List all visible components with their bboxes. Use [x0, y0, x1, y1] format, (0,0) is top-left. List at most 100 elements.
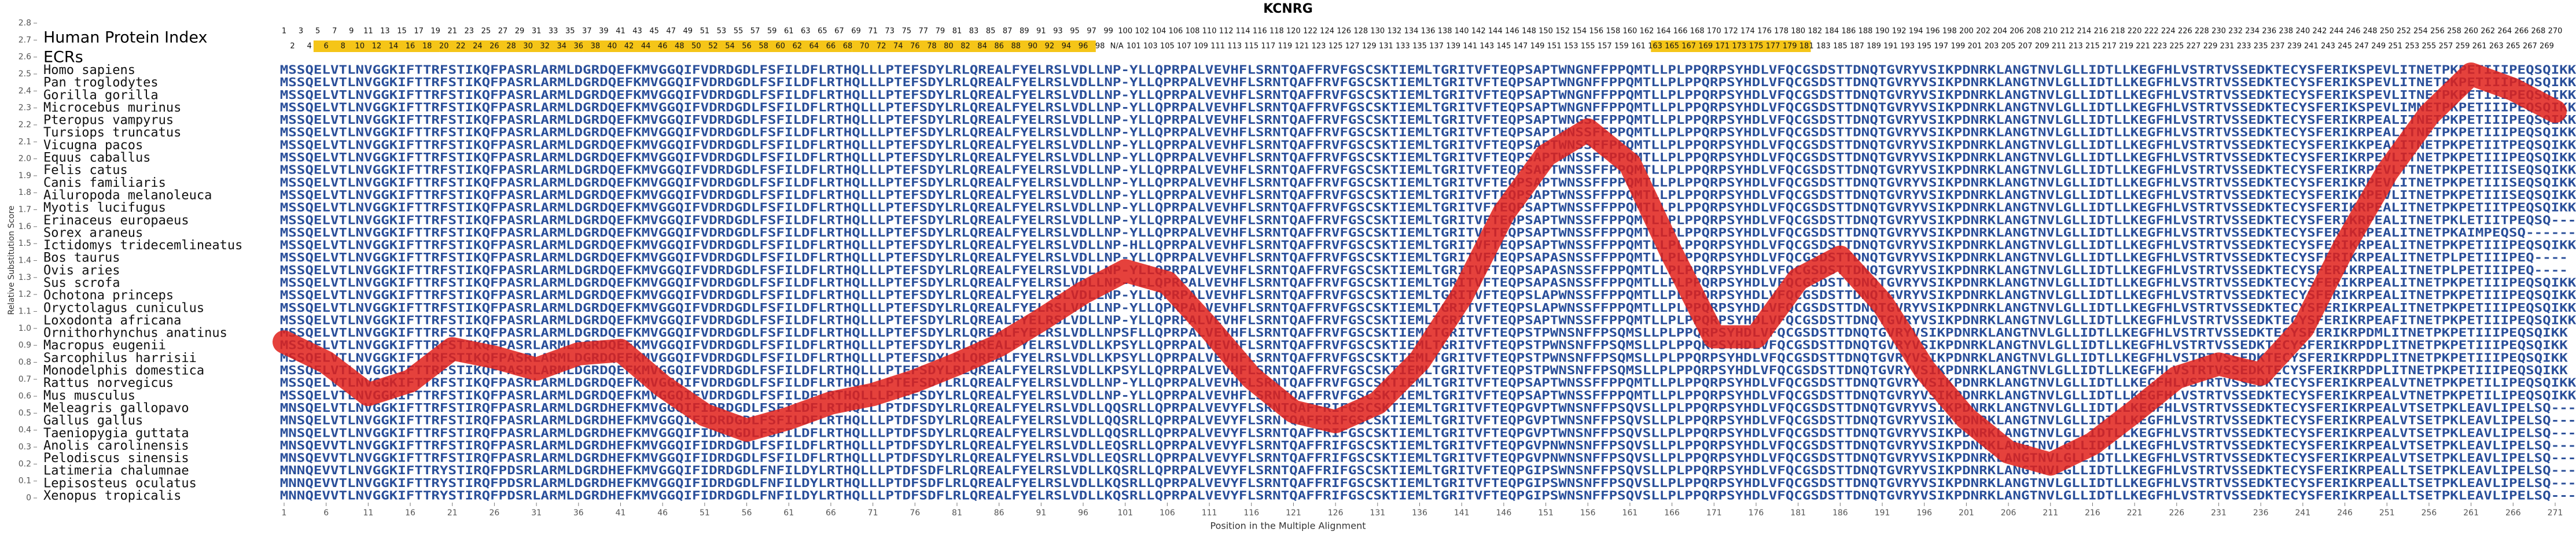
sequence: MNSQEVVTLNVGGKIFTTRFSTIRQFPASRLARMLDGRDH… [280, 438, 2576, 452]
y-tick-label: 0.9 [19, 341, 31, 350]
species-label: Pan troglodytes [43, 76, 159, 90]
y-tick-label: 1.9 [19, 171, 31, 180]
ecr-region [583, 40, 852, 52]
x-tick-label: 66 [826, 508, 836, 518]
index-number: 71 [868, 27, 878, 36]
index-number: 174 [1740, 27, 1755, 36]
index-number: 16 [406, 42, 415, 51]
index-number: 187 [1850, 42, 1864, 51]
index-number: 122 [1303, 27, 1318, 36]
index-number: 244 [2330, 27, 2344, 36]
index-number: 223 [2152, 42, 2167, 51]
y-tick-label: 2.3 [19, 104, 31, 113]
index-number: 207 [2018, 42, 2033, 51]
index-number: 30 [523, 42, 533, 51]
index-number: 139 [1446, 42, 1460, 51]
sequence: MNNQEVVTLNVGGKIFTTRYSTIRQFPDSRLARMLDGRDH… [280, 476, 2576, 490]
index-number: 111 [1210, 42, 1225, 51]
index-number: 11 [363, 27, 373, 36]
sequence: MSSQELVTLNVGGKIFTTRFSTIKQFPASRLARMLDGRDQ… [280, 213, 2576, 227]
index-number: 171 [1715, 42, 1729, 51]
sequence: MSSQELVTLNVGGKIFTTRFSTIKQFPASRLARMLDGRDQ… [280, 113, 2576, 127]
x-tick-label: 261 [2463, 508, 2479, 518]
index-number: 176 [1757, 27, 1772, 36]
index-number: 127 [1345, 42, 1360, 51]
x-tick-label: 236 [2253, 508, 2269, 518]
y-tick-label: 0.6 [19, 392, 31, 401]
index-number: 268 [2531, 27, 2546, 36]
x-tick-label: 1 [282, 508, 287, 518]
species-label: Canis familiaris [43, 176, 166, 190]
index-number: 29 [515, 27, 525, 36]
index-number: 123 [1312, 42, 1326, 51]
index-number: 151 [1547, 42, 1562, 51]
index-number: 130 [1370, 27, 1385, 36]
x-tick-label: 101 [1117, 508, 1133, 518]
index-number: 145 [1496, 42, 1511, 51]
index-number: 39 [599, 27, 609, 36]
index-number: 238 [2279, 27, 2293, 36]
x-tick-label: 176 [1749, 508, 1764, 518]
x-tick-label: 156 [1580, 508, 1596, 518]
index-number: 263 [2489, 42, 2504, 51]
species-label: Homo sapiens [43, 63, 135, 78]
x-tick-label: 201 [1959, 508, 1974, 518]
index-number: 197 [1934, 42, 1948, 51]
species-label: Pelodiscus sinensis [43, 451, 189, 466]
index-number: 107 [1177, 42, 1191, 51]
index-number: 226 [2178, 27, 2192, 36]
index-number: 65 [818, 27, 827, 36]
index-number: 58 [759, 42, 768, 51]
species-label: Erinaceus europaeus [43, 213, 189, 228]
species-label: Sarcophilus harrisii [43, 351, 197, 366]
x-tick-label: 256 [2422, 508, 2437, 518]
y-tick-label: 1.5 [19, 239, 31, 248]
index-number: 217 [2102, 42, 2117, 51]
index-number: 15 [397, 27, 407, 36]
index-number: 83 [969, 27, 979, 36]
index-number: 117 [1261, 42, 1275, 51]
index-number: 183 [1816, 42, 1831, 51]
sequence: MSSQELVTLNVGGKIFTTRFSTIKQFPASRLARMLDGRDQ… [280, 163, 2576, 177]
index-number: 124 [1320, 27, 1334, 36]
species-label: Vicugna pacos [43, 138, 143, 153]
index-number: 181 [1799, 42, 1814, 51]
index-number: 251 [2388, 42, 2402, 51]
sequence: MNNQEVVTLNVGGKIFTTRYSTIRQFPDSRLARMLDGRDH… [280, 463, 2576, 477]
x-tick-label: 171 [1706, 508, 1722, 518]
species-label: Macropus eugenii [43, 338, 166, 353]
index-number: 206 [2010, 27, 2024, 36]
index-number: 135 [1412, 42, 1427, 51]
index-number: 120 [1286, 27, 1301, 36]
sequence: MSSQELVTLNVGGKIFTTRFSTIKQFPASRLARMLDGRDQ… [280, 126, 2576, 139]
index-number: 49 [683, 27, 693, 36]
index-number: 37 [582, 27, 592, 36]
x-tick-label: 221 [2127, 508, 2143, 518]
index-number: 264 [2497, 27, 2512, 36]
sequence: MSSQELVTLNVGGKIFTTRFSTIKQFPASRLARMLDGRDQ… [280, 175, 2576, 189]
sequence: MSSQELVTLNVGGKIFTTRFSTIKQFPASRLARMLDGRDQ… [280, 88, 2576, 102]
x-tick-label: 226 [2169, 508, 2184, 518]
index-number: 67 [834, 27, 844, 36]
index-number: 131 [1379, 42, 1393, 51]
species-label: Oryctolagus cuniculus [43, 301, 204, 315]
index-number: 261 [2472, 42, 2487, 51]
ecr-region [852, 40, 1096, 52]
index-number: 146 [1505, 27, 1519, 36]
index-number: 262 [2481, 27, 2495, 36]
index-number: 161 [1631, 42, 1646, 51]
index-number: 136 [1421, 27, 1436, 36]
x-tick-label: 41 [616, 508, 626, 518]
index-number: 179 [1783, 42, 1797, 51]
index-number: 82 [961, 42, 970, 51]
sequence: MSSQELVTLNVGGKIFTTRFSTIKQFPASRLARMLDGRDQ… [280, 63, 2576, 77]
index-number: 8 [341, 42, 345, 51]
index-number: 27 [498, 27, 508, 36]
index-number: 115 [1244, 42, 1258, 51]
index-number: 266 [2514, 27, 2529, 36]
index-number: 265 [2506, 42, 2520, 51]
index-number: 101 [1127, 42, 1141, 51]
index-number: 31 [532, 27, 542, 36]
index-number: 134 [1404, 27, 1419, 36]
x-tick-label: 16 [405, 508, 415, 518]
